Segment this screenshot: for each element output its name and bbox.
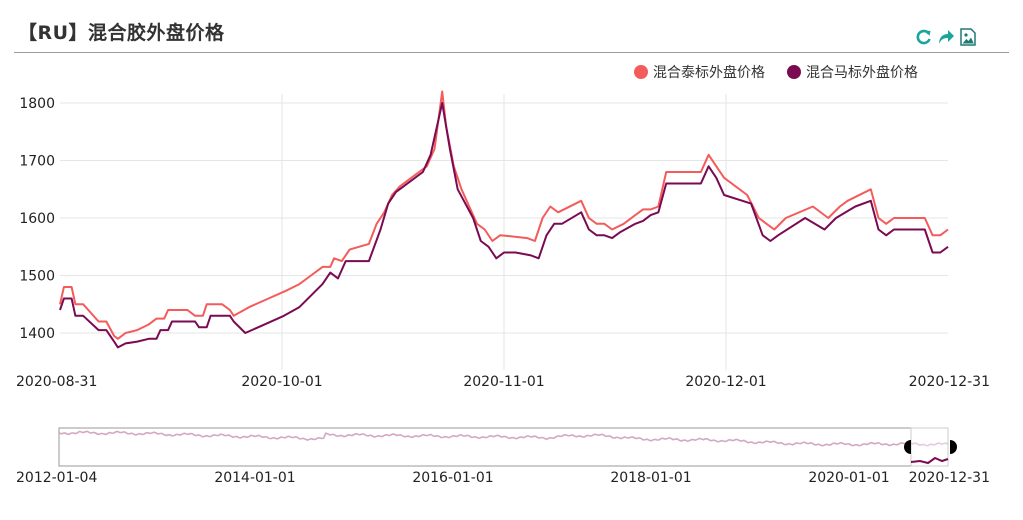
y-tick-label: 1800	[19, 96, 55, 112]
axis-layer: 1400 1500 1600 1700 1800 2020-08-31 2020-10-01…	[16, 96, 990, 390]
navigator-tick-label: 2014-01-01	[214, 470, 295, 486]
x-tick-label: 2020-10-01	[241, 374, 322, 390]
navigator-tick-label: 2020-12-31	[909, 470, 990, 486]
legend-item-series-2[interactable]: 混合马标外盘价格	[787, 62, 918, 82]
x-tick-label: 2020-08-31	[16, 374, 97, 390]
legend-item-series-1[interactable]: 混合泰标外盘价格	[634, 62, 765, 82]
legend-marker-series-1	[634, 65, 648, 79]
navigator[interactable]: 2012-01-04 2014-01-01 2016-01-01 2018-01-01…	[16, 427, 990, 486]
refresh-icon[interactable]	[915, 28, 933, 46]
legend-label-series-1: 混合泰标外盘价格	[653, 65, 765, 81]
chart-legend: 混合泰标外盘价格 混合马标外盘价格	[634, 62, 918, 82]
x-tick-label: 2020-11-01	[463, 374, 544, 390]
x-tick-label: 2020-12-31	[909, 374, 990, 390]
navigator-tick-label: 2012-01-04	[16, 470, 97, 486]
series-line-1	[59, 90, 949, 340]
y-tick-label: 1600	[19, 211, 55, 227]
navigator-tick-label: 2020-01-01	[808, 470, 889, 486]
series-line-2	[59, 102, 949, 349]
y-tick-label: 1700	[19, 154, 55, 170]
x-tick-label: 2020-12-01	[685, 374, 766, 390]
y-tick-label: 1400	[19, 326, 55, 342]
chart-title: 【RU】混合胶外盘价格	[18, 22, 225, 44]
legend-label-series-2: 混合马标外盘价格	[806, 65, 918, 81]
legend-marker-series-2	[787, 65, 801, 79]
save-image-icon[interactable]	[959, 28, 977, 46]
navigator-handle-left[interactable]	[904, 440, 911, 454]
share-icon[interactable]	[937, 28, 955, 46]
chart-toolbar	[915, 28, 977, 46]
grid-layer	[60, 94, 948, 370]
navigator-handle-right[interactable]	[950, 440, 957, 454]
y-tick-label: 1500	[19, 269, 55, 285]
navigator-selected-trace	[910, 456, 949, 465]
navigator-selection[interactable]	[910, 427, 949, 467]
navigator-tick-label: 2018-01-01	[610, 470, 691, 486]
navigator-trace	[58, 430, 949, 447]
navigator-tick-label: 2016-01-01	[412, 470, 493, 486]
series-layer	[59, 90, 949, 349]
chart-header: 【RU】混合胶外盘价格	[0, 0, 1023, 53]
header-divider	[14, 52, 1009, 53]
